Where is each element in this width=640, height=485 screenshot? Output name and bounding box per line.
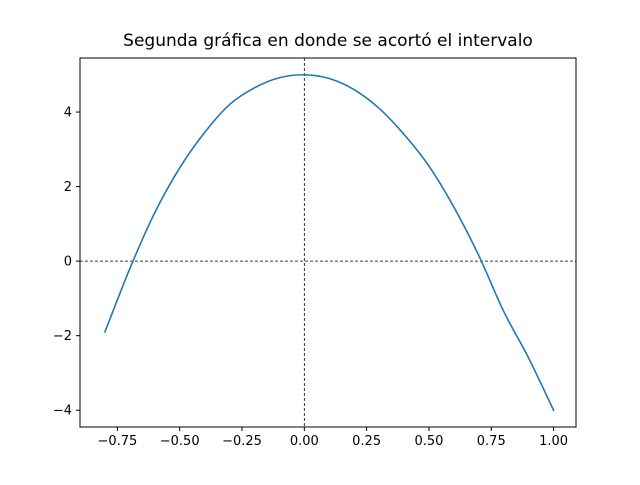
x-tick-label: 0.75 bbox=[477, 434, 506, 449]
x-tick-label: 0.00 bbox=[290, 434, 319, 449]
x-axis: −0.75 −0.50 −0.25 0.00 0.25 0.50 0.75 1.00 bbox=[97, 427, 568, 449]
x-tick-label: −0.25 bbox=[222, 434, 262, 449]
chart-title: Segunda gráfica en donde se acortó el in… bbox=[123, 31, 533, 51]
y-tick-label: 2 bbox=[64, 180, 72, 195]
reference-lines bbox=[80, 58, 576, 427]
plot-frame bbox=[79, 57, 577, 428]
x-tick-label: −0.50 bbox=[160, 434, 200, 449]
x-tick-label: 0.25 bbox=[352, 434, 381, 449]
series-layer bbox=[104, 73, 555, 412]
y-tick-label: 0 bbox=[64, 255, 72, 270]
y-tick-label: −4 bbox=[53, 404, 72, 419]
x-tick-label: 1.00 bbox=[539, 434, 568, 449]
y-tick-label: −2 bbox=[53, 329, 72, 344]
x-tick-label: −0.75 bbox=[97, 434, 137, 449]
series-line-0 bbox=[104, 73, 555, 412]
y-tick-label: 4 bbox=[64, 106, 72, 121]
y-axis: −4 −2 0 2 4 bbox=[53, 106, 80, 419]
x-tick-label: 0.50 bbox=[414, 434, 443, 449]
